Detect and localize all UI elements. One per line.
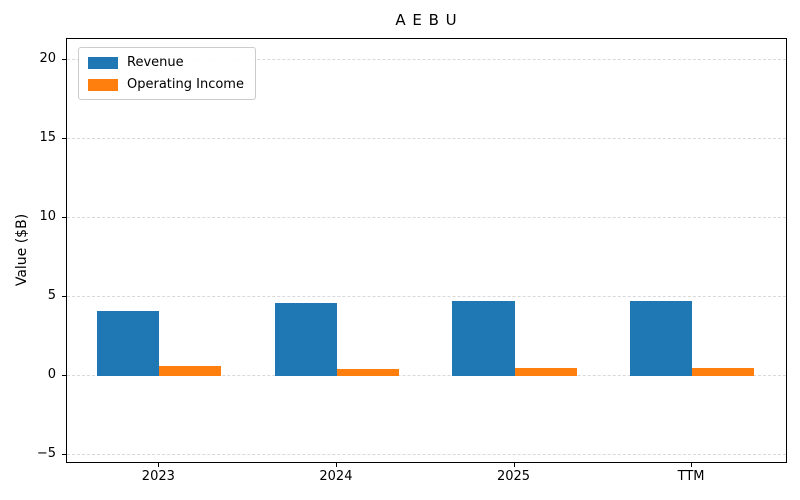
bar-operating-income-2025 (514, 367, 577, 376)
x-tick-mark-2025 (513, 463, 515, 467)
x-tick-mark-2023 (158, 463, 160, 467)
x-tick-label-2025: 2025 (496, 469, 531, 484)
y-tick-label-15: 15 (39, 129, 56, 145)
x-tick-label-TTM: TTM (677, 469, 705, 484)
y-tick-label--5: −5 (36, 445, 56, 461)
gridline-y-20 (67, 58, 786, 60)
plot-area (66, 38, 787, 463)
legend-label-revenue: Revenue (127, 55, 184, 70)
bar-operating-income-TTM (692, 367, 755, 376)
y-tick-label-0: 0 (47, 366, 56, 382)
legend-label-operating-income: Operating Income (127, 77, 244, 92)
gridline-y-5 (67, 295, 786, 297)
gridline-y-0 (67, 374, 786, 376)
legend-item-operating-income: Operating Income (88, 77, 244, 92)
legend-swatch-revenue (88, 56, 118, 69)
legend-swatch-operating-income (88, 78, 118, 91)
y-tick-mark-15 (62, 137, 66, 139)
gridline-y--5 (67, 453, 786, 455)
x-tick-label-2023: 2023 (141, 469, 175, 484)
y-tick-label-10: 10 (39, 208, 56, 224)
y-tick-mark-10 (62, 216, 66, 218)
legend: Revenue Operating Income (78, 47, 256, 100)
y-tick-mark-5 (62, 295, 66, 297)
gridline-y-10 (67, 216, 786, 218)
bar-operating-income-2023 (159, 366, 222, 376)
legend-item-revenue: Revenue (88, 55, 244, 70)
bar-revenue-2025 (452, 301, 515, 376)
y-tick-mark-0 (62, 374, 66, 376)
bar-revenue-2024 (274, 302, 337, 376)
x-tick-mark-TTM (691, 463, 693, 467)
y-tick-label-5: 5 (47, 287, 56, 303)
bar-revenue-2023 (97, 310, 160, 376)
y-tick-mark--5 (62, 453, 66, 455)
chart-title: A E B U (395, 11, 458, 29)
y-tick-mark-20 (62, 58, 66, 60)
gridline-y-15 (67, 137, 786, 139)
bar-operating-income-2024 (336, 369, 400, 376)
y-tick-label-20: 20 (39, 50, 56, 66)
bar-revenue-TTM (629, 301, 693, 376)
y-axis-label: Value ($B) (14, 213, 30, 287)
x-tick-mark-2024 (335, 463, 337, 467)
x-tick-label-2024: 2024 (319, 469, 353, 484)
